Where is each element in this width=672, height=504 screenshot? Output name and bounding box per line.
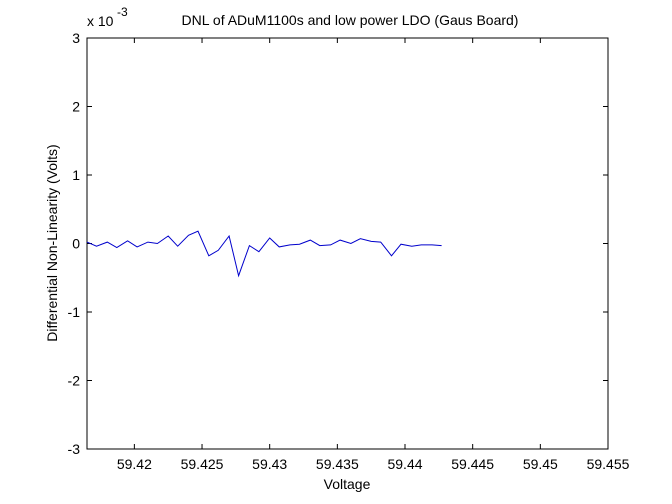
- y-tick-labels: -3 -2 -1 0 1 2 3: [68, 30, 81, 457]
- series-line: [86, 230, 442, 278]
- x-tick-label: 59.445: [451, 456, 494, 472]
- y-exponent-power: -3: [117, 5, 128, 19]
- y-axis-label: Differential Non-Linearity (Volts): [44, 144, 60, 341]
- x-tick-label: 59.45: [523, 456, 558, 472]
- x-tick-label: 59.42: [117, 456, 152, 472]
- x-tick-label: 59.435: [316, 456, 359, 472]
- x-tick-label: 59.44: [387, 456, 422, 472]
- y-tick-label: 3: [72, 30, 80, 46]
- y-tick-label: -3: [68, 441, 81, 457]
- y-tick-label: -1: [68, 304, 81, 320]
- y-tick-label: 2: [72, 99, 80, 115]
- y-exponent-base: x 10: [87, 13, 114, 29]
- x-tick-labels: 59.42 59.425 59.43 59.435 59.44 59.445 59.45 59…: [117, 456, 630, 472]
- y-tick-label: 0: [72, 236, 80, 252]
- x-tick-label: 59.43: [252, 456, 287, 472]
- y-tick-label: -2: [68, 373, 81, 389]
- y-exponent-label: x 10 -3: [87, 5, 128, 29]
- axis-ticks: [87, 37, 609, 450]
- x-tick-label: 59.455: [587, 456, 630, 472]
- plot-area: [86, 37, 609, 450]
- x-tick-label: 59.425: [181, 456, 224, 472]
- x-axis-label: Voltage: [324, 476, 371, 492]
- y-tick-label: 1: [72, 167, 80, 183]
- chart-title: DNL of ADuM1100s and low power LDO (Gaus…: [182, 12, 519, 28]
- series-group: [86, 230, 442, 278]
